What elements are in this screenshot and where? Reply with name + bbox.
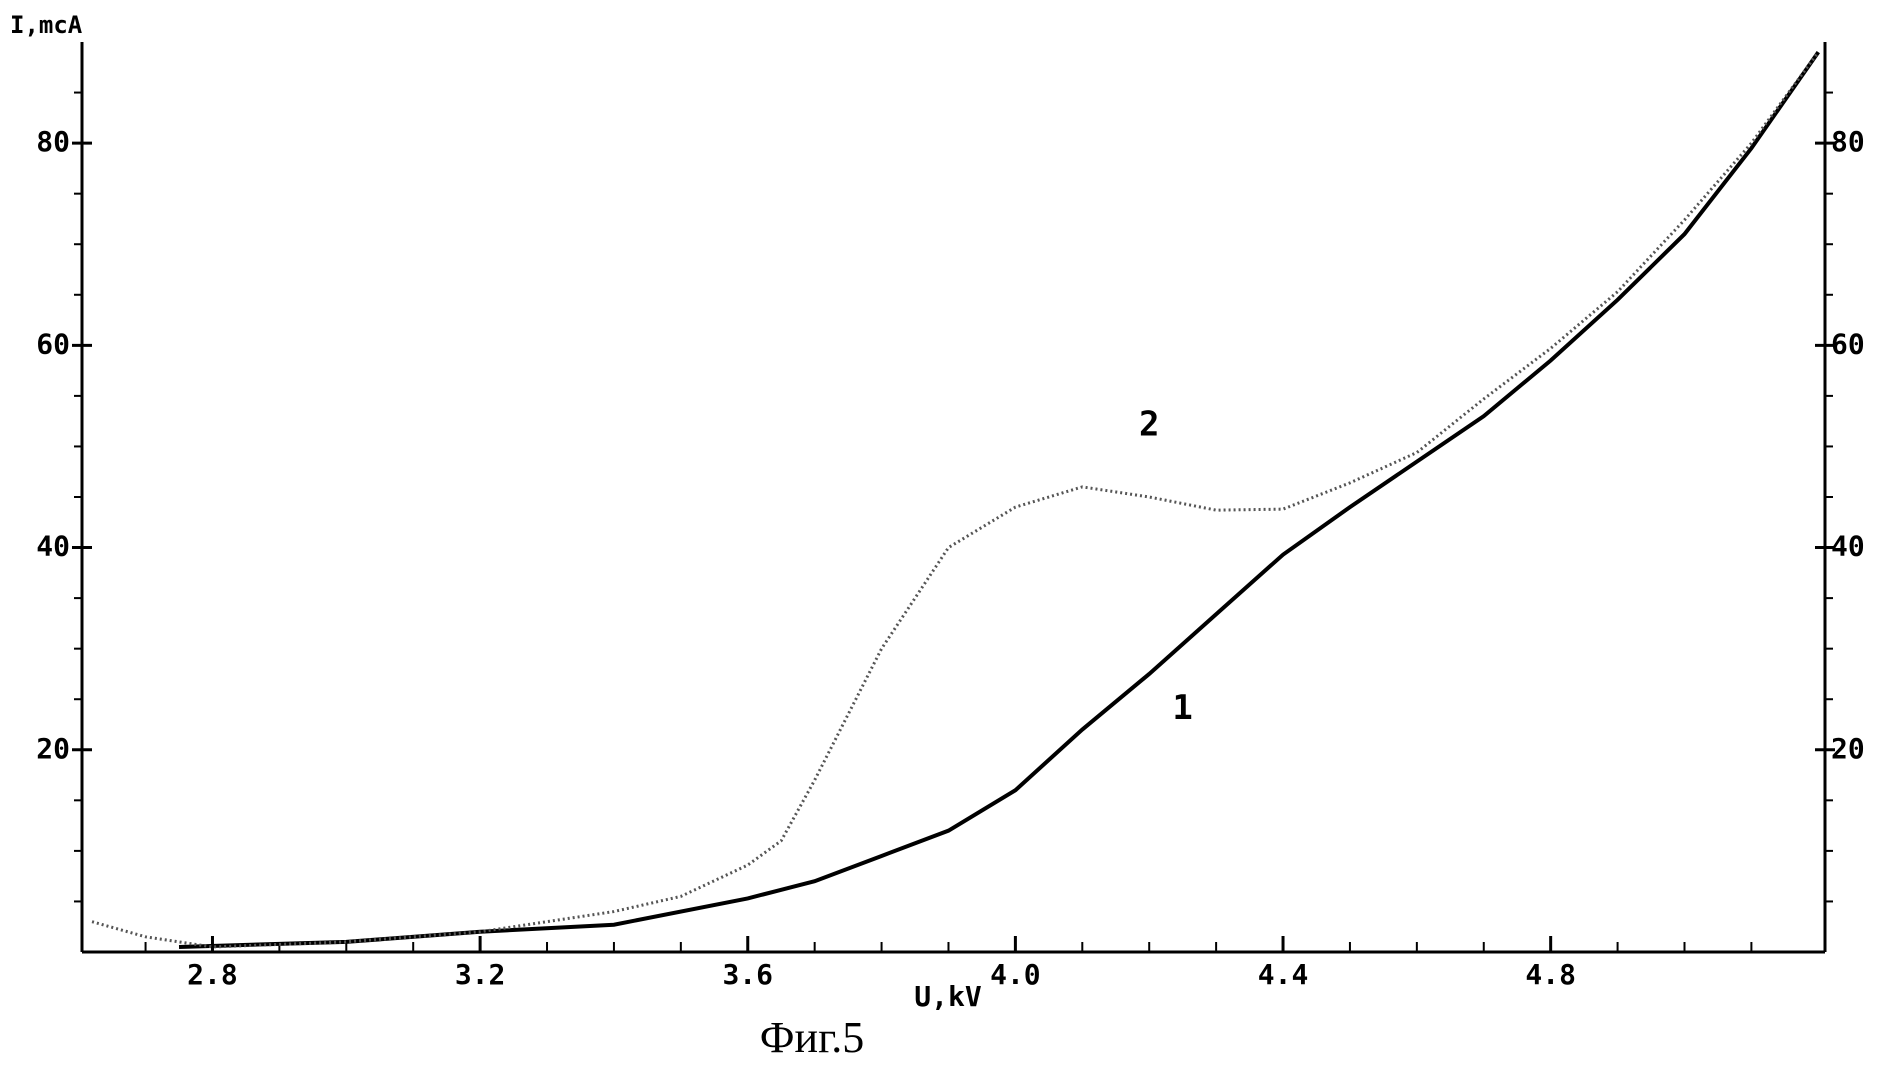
x-tick-label: 4.8 — [1525, 958, 1576, 991]
y2-tick-label: 80 — [1831, 125, 1865, 158]
curve-label: 1 — [1172, 688, 1192, 728]
y2-tick-label: 40 — [1831, 530, 1865, 563]
chart: I,mcA U,kV Фиг.5 2.8 3.2 3.6 4.0 4.4 4.8 20 40 6… — [0, 0, 1879, 1079]
y-tick-label: 80 — [36, 125, 70, 158]
x-tick-label: 2.8 — [187, 958, 238, 991]
y-axis-title: I,mcA — [10, 11, 83, 39]
y-tick-label: 60 — [36, 327, 70, 360]
x-tick-label: 3.6 — [722, 958, 773, 991]
x-axis-title: U,kV — [914, 980, 982, 1013]
data-line — [92, 52, 1818, 947]
x-tick-label: 4.0 — [990, 958, 1041, 991]
y2-tick-label: 60 — [1831, 327, 1865, 360]
curve-label: 2 — [1139, 405, 1159, 445]
page: I,mcA U,kV Фиг.5 2.8 3.2 3.6 4.0 4.4 4.8 20 40 6… — [0, 0, 1879, 1079]
caption: Фиг.5 — [760, 1013, 864, 1062]
y2-tick-label: 20 — [1831, 732, 1865, 765]
x-tick-label: 3.2 — [455, 958, 506, 991]
data-line — [179, 52, 1818, 947]
y-tick-label: 20 — [36, 732, 70, 765]
x-tick-label: 4.4 — [1258, 958, 1309, 991]
y-tick-label: 40 — [36, 530, 70, 563]
